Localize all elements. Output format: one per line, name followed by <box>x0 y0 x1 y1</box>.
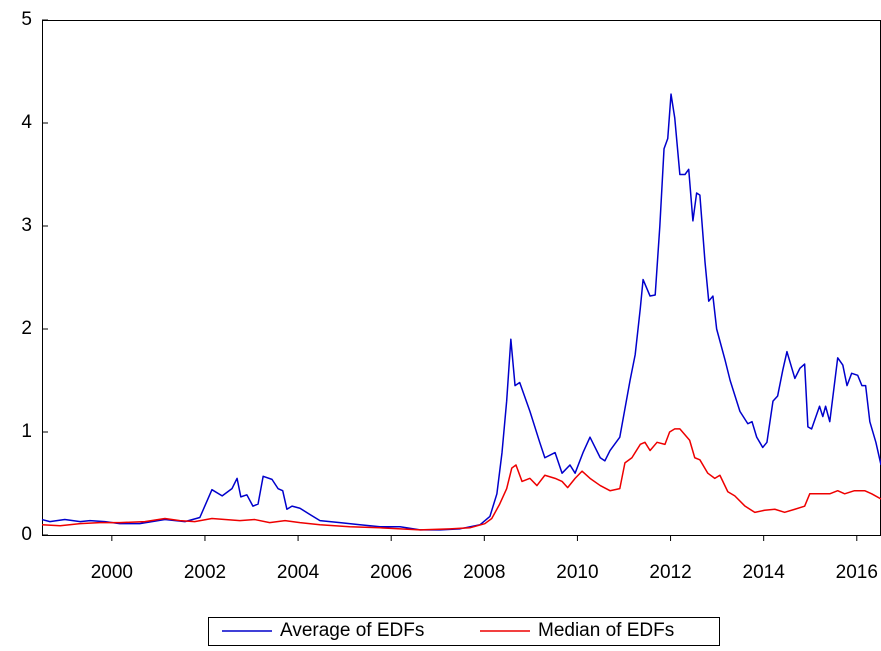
y-tick-label: 0 <box>21 524 32 545</box>
x-tick-label: 2006 <box>370 562 412 583</box>
y-tick-label: 5 <box>21 9 32 30</box>
x-tick-label: 2010 <box>556 562 598 583</box>
data-line <box>41 428 881 531</box>
y-tick-label: 1 <box>21 421 32 442</box>
x-tick-label: 2008 <box>463 562 505 583</box>
legend-box <box>208 617 720 646</box>
plot-frame <box>42 20 881 536</box>
legend-label: Median of EDFs <box>538 620 674 641</box>
x-tick-label: 2016 <box>836 562 878 583</box>
y-tick-label: 3 <box>21 215 32 236</box>
x-tick-label: 2002 <box>184 562 226 583</box>
data-line <box>41 93 881 531</box>
x-tick-label: 2004 <box>277 562 320 583</box>
legend-label: Average of EDFs <box>280 620 424 641</box>
y-tick-label: 2 <box>21 318 32 339</box>
x-tick-label: 2014 <box>743 562 786 583</box>
x-tick-label: 2012 <box>649 562 691 583</box>
x-tick-label: 2000 <box>91 562 133 583</box>
y-tick-label: 4 <box>21 112 32 133</box>
